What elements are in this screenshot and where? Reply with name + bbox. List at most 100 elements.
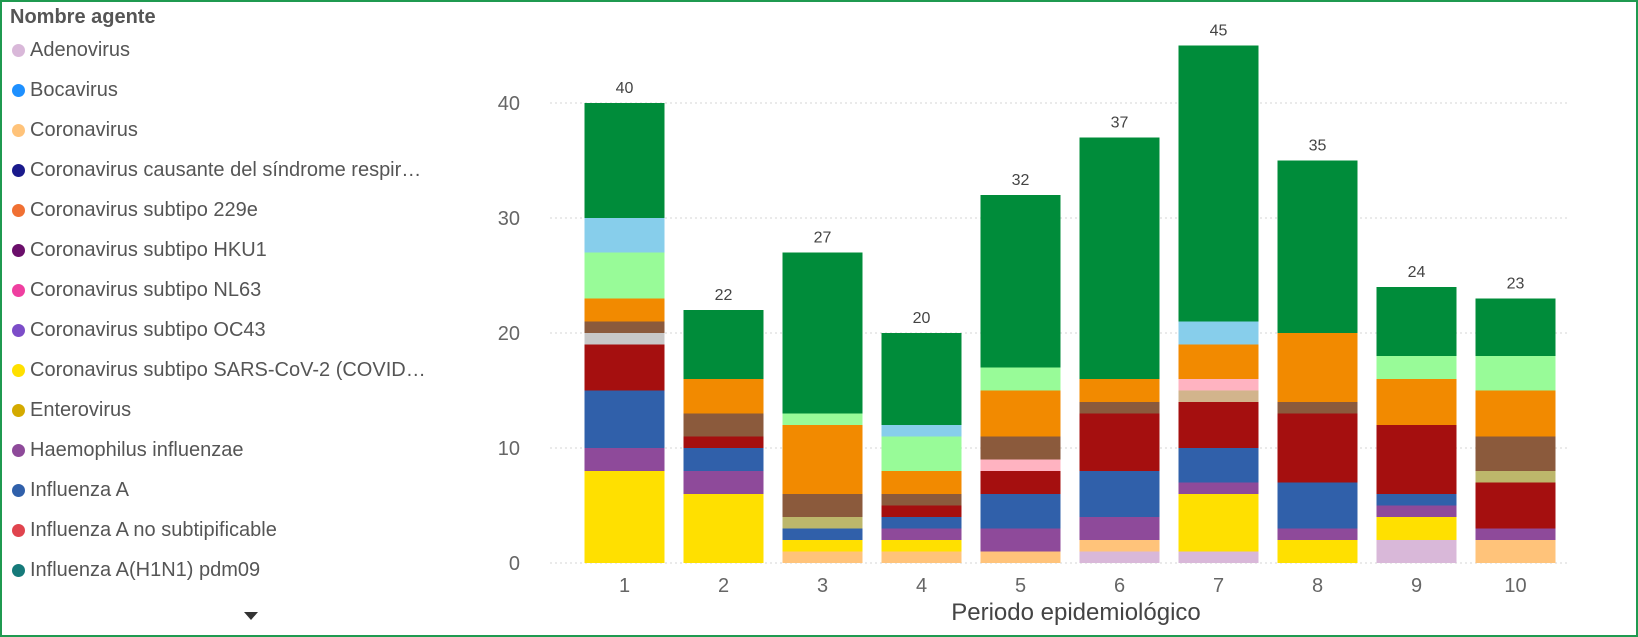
bar-segment <box>980 390 1061 437</box>
bar-total-label: 32 <box>1012 172 1030 189</box>
bar-segment <box>1376 425 1457 494</box>
bar-segment <box>1178 402 1259 448</box>
legend-item[interactable]: Influenza A(H1N1) pdm09 <box>10 550 480 590</box>
bar-segment <box>1178 321 1259 345</box>
bar-segment <box>584 448 665 471</box>
bar-segment <box>881 471 962 494</box>
bar-segment <box>782 540 863 552</box>
bar-segment <box>980 459 1061 471</box>
legend-dot-icon <box>12 204 25 217</box>
x-tick-label: 2 <box>718 575 729 597</box>
bar-total-label: 20 <box>913 310 931 327</box>
bar-segment <box>1277 402 1358 414</box>
bar-segment <box>980 471 1061 494</box>
bar-segment <box>584 344 665 391</box>
bar-segment <box>980 528 1061 552</box>
legend-dot-icon <box>12 364 25 377</box>
legend-dot-icon <box>12 84 25 97</box>
bar-segment <box>1178 379 1259 391</box>
bar-segment <box>1277 540 1358 563</box>
bar-segment <box>782 252 863 414</box>
bar-segment <box>881 528 962 540</box>
bar-segment <box>584 321 665 333</box>
bar-segment <box>1376 356 1457 379</box>
legend-item[interactable]: Coronavirus subtipo SARS-CoV-2 (COVID… <box>10 350 480 390</box>
bar-segment <box>683 471 764 494</box>
bar-segment <box>1079 413 1160 471</box>
legend-item[interactable]: Coronavirus <box>10 110 480 150</box>
y-tick-label: 20 <box>498 323 520 345</box>
legend-item[interactable]: Coronavirus subtipo NL63 <box>10 270 480 310</box>
bar-segment <box>1475 298 1556 356</box>
bar-segment <box>1178 482 1259 494</box>
bar-segment <box>1376 540 1457 563</box>
bar-segment <box>881 540 962 552</box>
bar-segment <box>1376 517 1457 540</box>
x-tick-label: 3 <box>817 575 828 597</box>
legend-item[interactable]: Coronavirus subtipo OC43 <box>10 310 480 350</box>
legend-item[interactable]: Adenovirus <box>10 30 480 70</box>
bar-segment <box>881 494 962 506</box>
bar-segment <box>1475 390 1556 437</box>
bar-total-label: 27 <box>814 230 832 247</box>
legend-item[interactable]: Influenza A <box>10 470 480 510</box>
bar-segment <box>1376 287 1457 356</box>
bar-segment <box>1475 471 1556 483</box>
bar-segment <box>782 413 863 425</box>
legend-item[interactable]: Haemophilus influenzae <box>10 430 480 470</box>
bar-segment <box>584 390 665 448</box>
bar-segment <box>881 333 962 425</box>
bar-segment <box>1475 482 1556 529</box>
legend-list: Adenovirus Bocavirus Coronavirus Coronaviru… <box>10 30 480 590</box>
bar-segment <box>1079 471 1160 517</box>
legend-item[interactable]: Influenza A no subtipificable <box>10 510 480 550</box>
x-tick-label: 5 <box>1015 575 1026 597</box>
legend-item[interactable]: Enterovirus <box>10 390 480 430</box>
bar-segment <box>683 448 764 471</box>
bar-segment <box>1277 482 1358 529</box>
bar-segment <box>1277 413 1358 483</box>
bar-total-label: 35 <box>1309 138 1327 155</box>
bar-segment <box>980 367 1061 391</box>
bar-segment <box>1277 160 1358 333</box>
legend-scroll-down-icon[interactable] <box>244 612 258 620</box>
bar-segment <box>1079 540 1160 552</box>
bar-segment <box>683 494 764 563</box>
bar-segment <box>1376 379 1457 425</box>
legend-dot-icon <box>12 284 25 297</box>
bar-segment <box>782 528 863 540</box>
legend-item[interactable]: Bocavirus <box>10 70 480 110</box>
legend-dot-icon <box>12 404 25 417</box>
bar-segment <box>1475 540 1556 563</box>
x-axis-title: Periodo epidemiológico <box>951 599 1201 626</box>
y-tick-label: 0 <box>509 553 520 575</box>
bar-segment <box>584 252 665 299</box>
x-tick-label: 9 <box>1411 575 1422 597</box>
bar-total-label: 23 <box>1507 276 1525 293</box>
legend-item[interactable]: Coronavirus subtipo HKU1 <box>10 230 480 270</box>
y-tick-label: 40 <box>498 93 520 115</box>
legend-dot-icon <box>12 564 25 577</box>
legend-dot-icon <box>12 164 25 177</box>
bar-segment <box>782 517 863 529</box>
bar-total-label: 45 <box>1210 23 1228 40</box>
legend-item[interactable]: Coronavirus subtipo 229e <box>10 190 480 230</box>
bar-segment <box>980 494 1061 529</box>
bar-segment <box>1079 551 1160 563</box>
bar-segment <box>1079 517 1160 540</box>
bar-total-label: 22 <box>715 287 733 304</box>
bar-segment <box>584 333 665 345</box>
bar-total-label: 37 <box>1111 115 1129 132</box>
bar-segment <box>683 436 764 448</box>
x-tick-label: 8 <box>1312 575 1323 597</box>
legend-item[interactable]: Coronavirus causante del síndrome respir… <box>10 150 480 190</box>
bar-segment <box>1376 505 1457 517</box>
x-tick-label: 6 <box>1114 575 1125 597</box>
bar-total-label: 24 <box>1408 264 1426 281</box>
bar-segment <box>683 310 764 379</box>
bar-segment <box>1079 379 1160 402</box>
bar-segment <box>1178 45 1259 322</box>
bar-segment <box>782 425 863 494</box>
bar-segment <box>584 218 665 253</box>
